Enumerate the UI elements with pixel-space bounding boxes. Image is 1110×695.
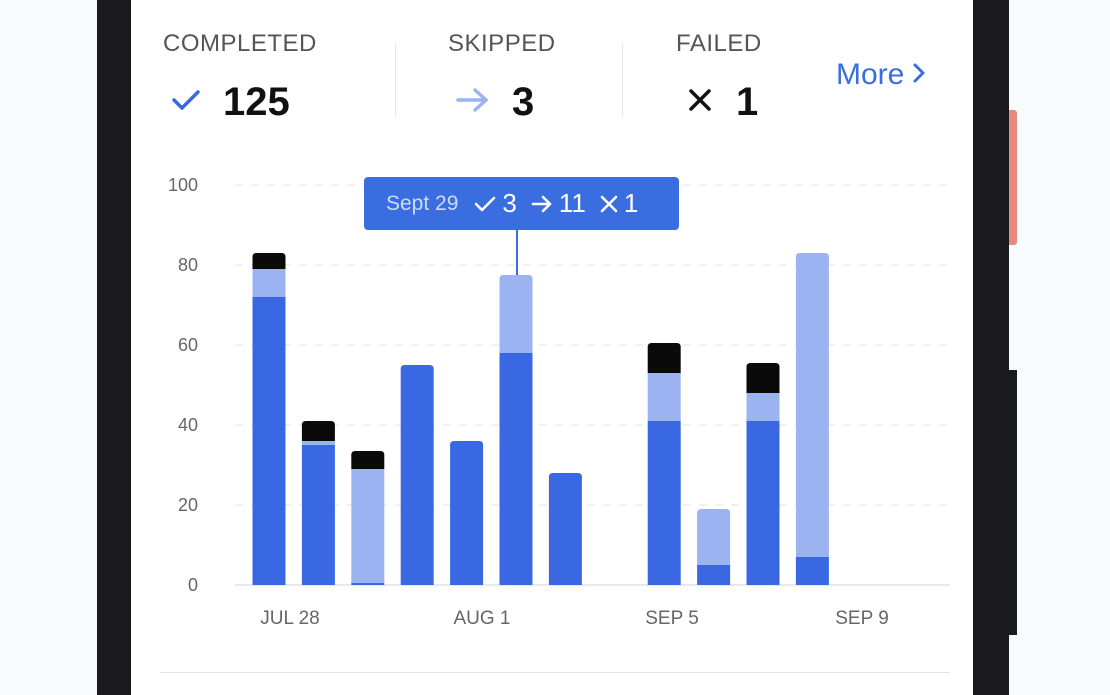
cross-icon <box>688 88 712 117</box>
stat-divider <box>622 44 623 116</box>
bar-segment-failed <box>351 451 385 469</box>
more-link-label: More <box>836 58 905 91</box>
chevron-right-icon <box>912 58 926 92</box>
bottom-divider <box>160 672 950 673</box>
phone-frame-left <box>97 0 131 695</box>
tooltip-skipped: 11 <box>558 188 586 218</box>
bar-segment-completed <box>499 353 533 585</box>
stat-completed: COMPLETED 125 <box>163 30 317 125</box>
stat-completed-label: COMPLETED <box>163 30 317 57</box>
bar-segment-completed <box>697 565 731 585</box>
arrow-right-icon <box>531 195 552 212</box>
y-tick-label: 80 <box>178 255 198 275</box>
bar-segment-skipped <box>795 253 829 557</box>
side-button-accent <box>1009 110 1017 245</box>
bar-segment-skipped <box>301 441 335 445</box>
check-icon <box>475 196 496 211</box>
stat-skipped: SKIPPED 3 <box>448 30 556 125</box>
bar-segment-completed <box>351 583 385 585</box>
bar-segment-failed <box>252 253 286 269</box>
bar-segment-completed <box>647 421 681 585</box>
x-tick-label: JUL 28 <box>260 608 320 629</box>
stat-failed: FAILED 1 <box>676 30 762 125</box>
arrow-right-icon <box>456 87 490 118</box>
bar-segment-skipped <box>697 509 731 565</box>
stat-failed-label: FAILED <box>676 30 762 57</box>
y-tick-label: 40 <box>178 415 198 435</box>
bar-segment-completed <box>548 473 582 585</box>
bar-segment-failed <box>647 343 681 373</box>
chart-tooltip: Sept 29 3 11 1 <box>364 177 679 230</box>
bar-segment-completed <box>252 297 286 585</box>
x-tick-label: AUG 1 <box>453 608 510 629</box>
bar-segment-completed <box>746 421 780 585</box>
stat-completed-value: 125 <box>223 80 290 124</box>
tooltip-date: Sept 29 <box>386 191 459 215</box>
check-icon <box>171 88 201 117</box>
bar-segment-completed <box>450 441 484 585</box>
more-link[interactable]: More <box>836 58 926 92</box>
x-tick-label: SEP 5 <box>645 608 699 629</box>
y-tick-label: 100 <box>168 175 198 195</box>
cross-icon <box>600 195 618 212</box>
y-tick-label: 20 <box>178 495 198 515</box>
stat-failed-value: 1 <box>736 80 759 124</box>
y-tick-label: 0 <box>188 575 198 595</box>
stat-divider <box>395 44 396 116</box>
bar-segment-completed <box>301 445 335 585</box>
stacked-bar-chart: 0 20 40 60 80 100 JUL 28 AUG 1 SEP 5 SEP 9 <box>168 175 950 629</box>
tooltip-completed: 3 <box>502 188 517 218</box>
side-button <box>1009 370 1017 635</box>
bar-segment-failed <box>746 363 780 393</box>
bar-segment-skipped <box>252 269 286 297</box>
stat-skipped-label: SKIPPED <box>448 30 556 57</box>
bar-segment-completed <box>795 557 829 585</box>
tooltip-failed: 1 <box>623 188 639 218</box>
bar-segment-completed <box>400 365 434 585</box>
x-tick-label: SEP 9 <box>835 608 889 629</box>
phone-frame-right <box>973 0 1009 695</box>
bar-segment-skipped <box>746 393 780 421</box>
bar-segment-failed <box>301 421 335 441</box>
bar-segment-skipped <box>351 469 385 583</box>
bar-segment-skipped <box>499 275 533 353</box>
stat-skipped-value: 3 <box>512 80 535 124</box>
y-tick-label: 60 <box>178 335 198 355</box>
bar-segment-skipped <box>647 373 681 421</box>
